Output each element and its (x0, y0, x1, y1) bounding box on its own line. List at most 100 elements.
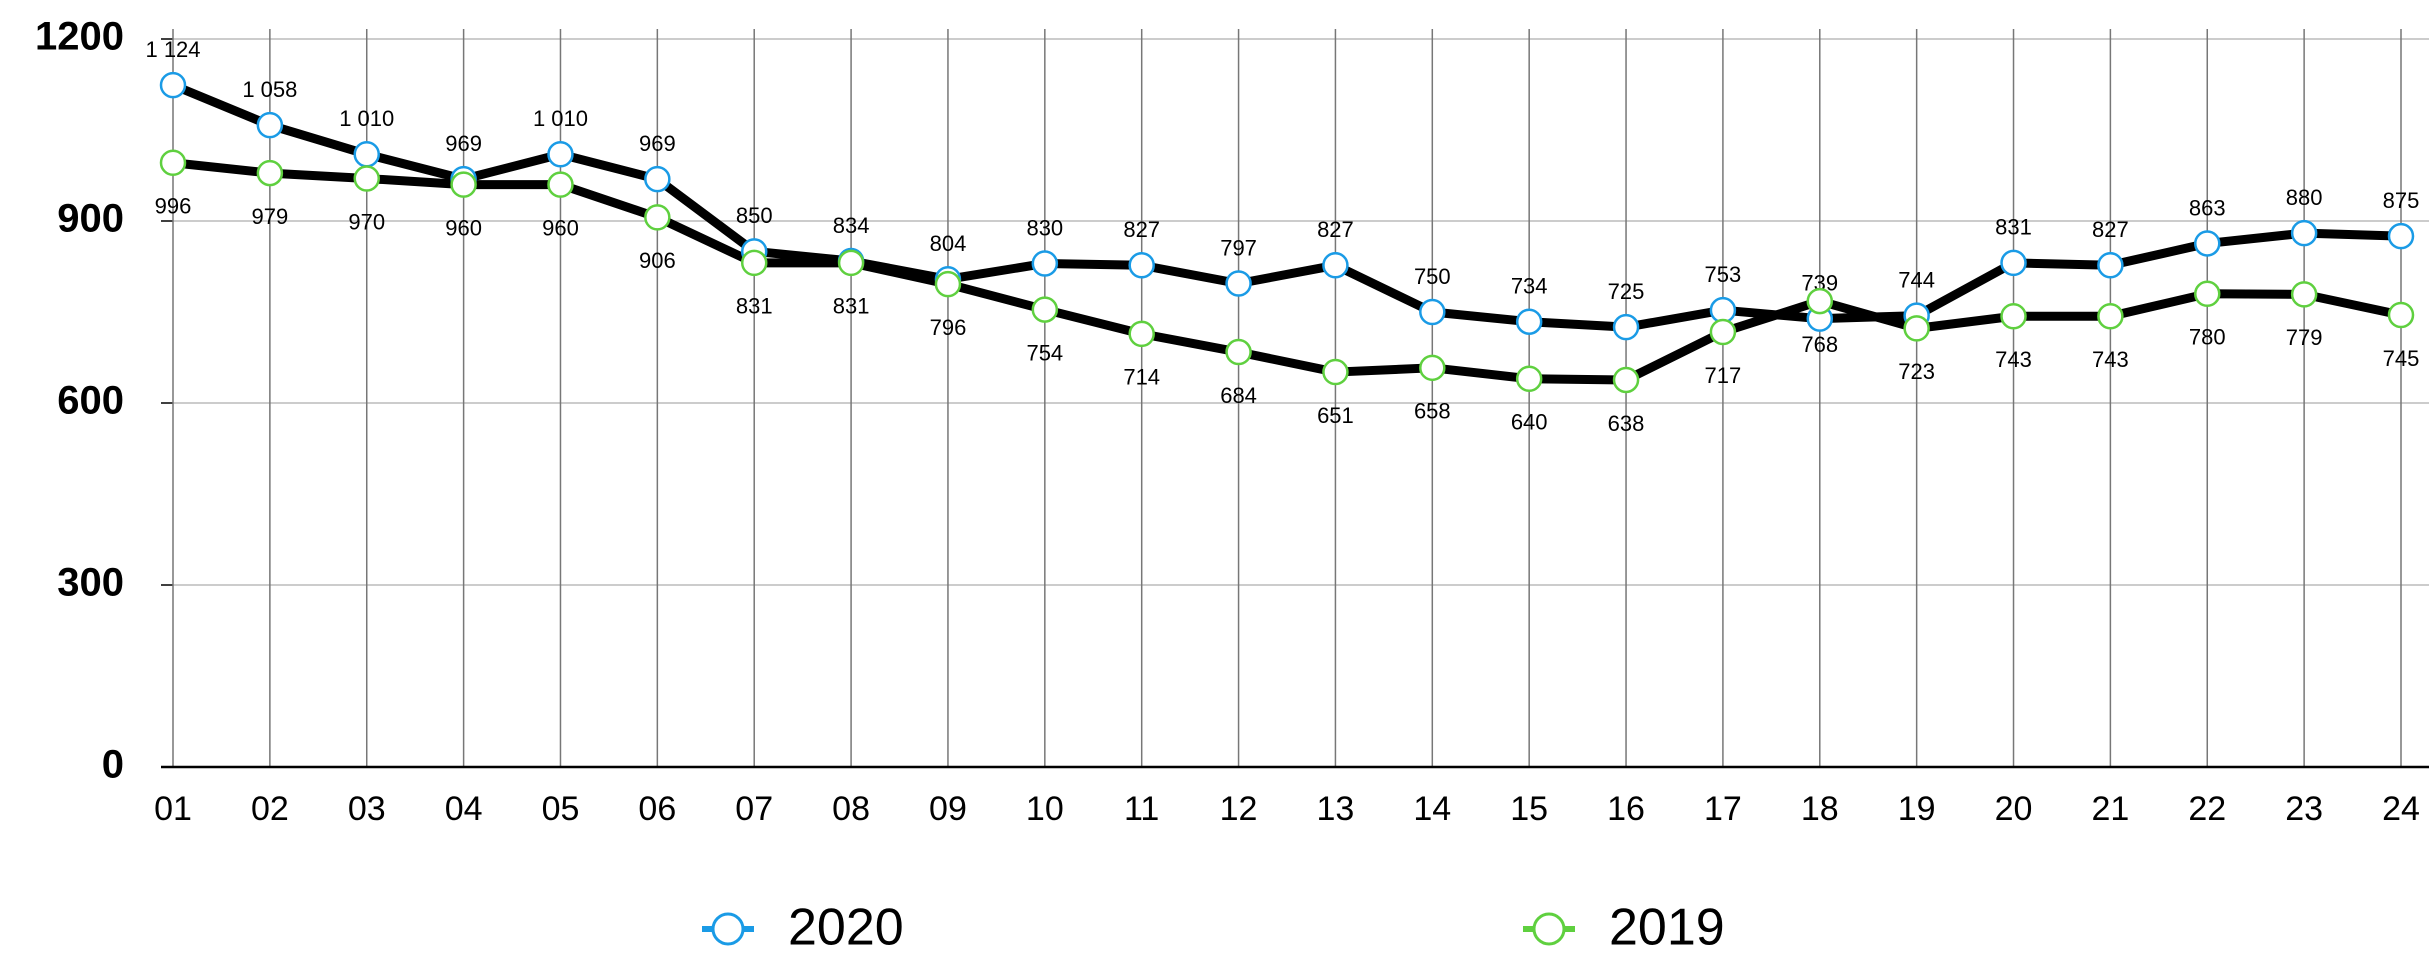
x-tick-label: 07 (735, 790, 773, 828)
data-label: 743 (2092, 347, 2129, 372)
point-marker (1322, 252, 1349, 279)
data-label: 725 (1608, 279, 1645, 304)
y-tick-label: 1200 (35, 15, 124, 59)
point-marker (2194, 280, 2221, 308)
legend-marker (1532, 912, 1566, 946)
data-label: 658 (1414, 399, 1451, 424)
x-tick-label: 22 (2188, 790, 2226, 828)
data-label: 734 (1511, 274, 1548, 299)
x-tick-label: 12 (1220, 790, 1258, 828)
data-label: 960 (445, 215, 482, 240)
data-label: 831 (833, 294, 870, 319)
point-marker (2097, 252, 2124, 279)
x-tick-label: 02 (251, 790, 289, 828)
point-marker (159, 71, 187, 99)
x-tick-label: 14 (1413, 790, 1451, 828)
x-tick-label: 11 (1124, 790, 1159, 828)
legend-label: 2020 (788, 899, 904, 953)
x-tick-label: 16 (1607, 790, 1645, 828)
x-tick-label: 08 (832, 790, 870, 828)
data-label: 906 (639, 248, 676, 273)
data-label: 831 (1995, 215, 2032, 240)
point-marker (1031, 296, 1059, 323)
data-label: 796 (930, 315, 967, 340)
x-tick-label: 04 (445, 790, 483, 828)
legend-item: 2020 (702, 899, 904, 953)
x-tick-label: 23 (2285, 790, 2323, 828)
data-label: 723 (1898, 359, 1935, 384)
data-label: 743 (1995, 347, 2032, 372)
data-label: 1 010 (533, 106, 588, 131)
point-marker (2000, 249, 2027, 277)
point-marker (1225, 270, 1252, 297)
point-marker (2387, 222, 2415, 250)
point-marker (450, 171, 477, 198)
data-label: 780 (2189, 325, 2226, 350)
point-marker (1419, 298, 1446, 326)
point-marker (1225, 338, 1252, 366)
data-label: 640 (1511, 410, 1548, 435)
legend-item: 2019 (1523, 899, 1725, 953)
data-label: 754 (1026, 340, 1063, 365)
point-marker (644, 165, 671, 193)
x-tick-label: 21 (2091, 790, 2129, 828)
data-label: 979 (252, 204, 289, 229)
data-label: 827 (1317, 217, 1354, 242)
data-label: 830 (1026, 215, 1063, 240)
point-marker (934, 270, 962, 298)
point-marker (1128, 252, 1155, 279)
data-label: 960 (542, 215, 579, 240)
x-tick-label: 10 (1026, 790, 1064, 828)
point-marker (2097, 302, 2124, 330)
point-marker (159, 149, 187, 177)
x-tick-label: 24 (2382, 790, 2420, 828)
x-tick-label: 20 (1995, 790, 2033, 828)
point-marker (1515, 365, 1543, 392)
data-label: 638 (1608, 411, 1645, 436)
series-line (172, 158, 2402, 385)
x-tick-label: 18 (1801, 790, 1839, 828)
x-tick-label: 13 (1317, 790, 1355, 828)
x-tick-label: 19 (1898, 790, 1936, 828)
data-label: 797 (1220, 235, 1257, 260)
point-marker (353, 141, 380, 168)
data-label: 753 (1705, 262, 1742, 287)
point-marker (353, 165, 380, 192)
point-marker (837, 249, 865, 277)
y-tick-label: 900 (57, 197, 124, 241)
data-label: 1 124 (145, 37, 200, 62)
data-label: 684 (1220, 383, 1257, 408)
point-marker (644, 204, 671, 231)
data-label: 804 (930, 231, 967, 256)
data-label: 717 (1705, 363, 1742, 388)
point-marker (2290, 281, 2318, 308)
legend-marker (711, 912, 745, 946)
data-label: 831 (736, 294, 773, 319)
data-label: 651 (1317, 403, 1354, 428)
data-label: 827 (2092, 217, 2129, 242)
x-tick-label: 09 (929, 790, 967, 828)
data-label: 750 (1414, 264, 1451, 289)
data-label: 969 (639, 131, 676, 156)
point-marker (547, 171, 574, 198)
data-label: 745 (2383, 346, 2420, 371)
data-label: 970 (348, 209, 385, 234)
data-label: 1 010 (339, 106, 394, 131)
point-marker (1806, 287, 1834, 315)
point-marker (547, 141, 574, 168)
x-tick-label: 01 (154, 790, 192, 828)
x-tick-label: 06 (638, 790, 676, 828)
point-marker (1128, 320, 1155, 348)
data-label: 827 (1123, 217, 1160, 242)
data-label: 880 (2286, 185, 2323, 210)
x-tick-label: 17 (1704, 790, 1742, 828)
data-label: 744 (1898, 267, 1935, 292)
point-marker (1419, 354, 1446, 382)
point-marker (1031, 250, 1059, 277)
data-label: 768 (1801, 332, 1838, 357)
data-label: 863 (2189, 195, 2226, 220)
y-tick-label: 600 (57, 379, 124, 423)
point-marker (1903, 315, 1930, 342)
point-marker (256, 111, 284, 139)
point-marker (256, 159, 284, 187)
